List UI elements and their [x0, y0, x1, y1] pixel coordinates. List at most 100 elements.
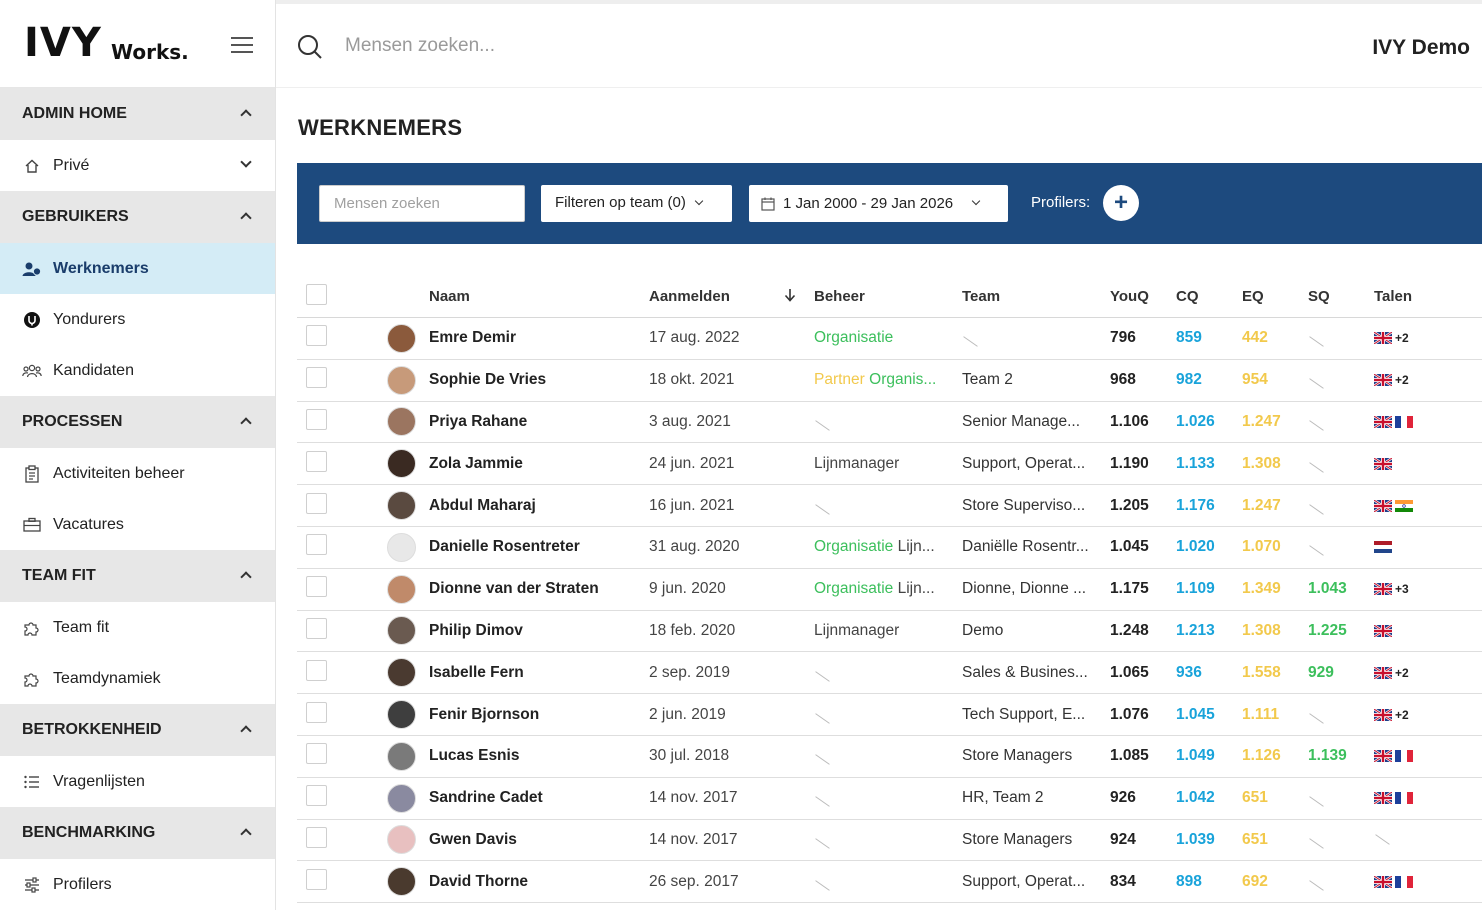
employee-name[interactable]: Fenir Bjornson — [429, 705, 540, 723]
chevron-up-icon[interactable] — [239, 415, 253, 430]
sidebar-item-vragenlijsten[interactable]: Vragenlijsten — [0, 756, 275, 807]
row-checkbox[interactable] — [306, 408, 327, 430]
table-row[interactable]: Gwen Davis 14 nov. 2017 Store Managers 924 1… — [297, 820, 1482, 862]
chevron-up-icon[interactable] — [239, 723, 253, 738]
employee-name[interactable]: Dionne van der Straten — [429, 580, 599, 598]
header-cq[interactable]: CQ — [1176, 288, 1199, 305]
header-talen[interactable]: Talen — [1374, 288, 1413, 305]
avatar[interactable] — [387, 783, 416, 813]
table-row[interactable]: Sophie De Vries 18 okt. 2021 Partner Organ… — [297, 360, 1482, 402]
table-row[interactable]: Philip Dimov 18 feb. 2020 Lijnmanager Demo 1… — [297, 611, 1482, 653]
table-row[interactable]: Abdul Maharaj 16 jun. 2021 Store Superviso… — [297, 485, 1482, 527]
section-processen[interactable]: PROCESSEN — [0, 396, 275, 448]
row-checkbox[interactable] — [306, 743, 327, 765]
avatar[interactable] — [387, 825, 416, 855]
employee-name[interactable]: Emre Demir — [429, 329, 517, 347]
table-row[interactable]: Fenir Bjornson 2 jun. 2019 Tech Support, E… — [297, 694, 1482, 736]
employee-name[interactable]: Lucas Esnis — [429, 747, 520, 765]
avatar[interactable] — [387, 449, 416, 479]
table-row[interactable]: Lucas Esnis 30 jul. 2018 Store Managers 1.0… — [297, 736, 1482, 778]
row-checkbox[interactable] — [306, 826, 327, 848]
table-row[interactable]: Isabelle Fern 2 sep. 2019 Sales & Busines.… — [297, 652, 1482, 695]
sidebar-item-privé[interactable]: Privé — [0, 140, 275, 191]
row-checkbox[interactable] — [306, 701, 327, 723]
chevron-down-icon[interactable] — [239, 156, 253, 173]
employee-name[interactable]: Abdul Maharaj — [429, 496, 536, 514]
sidebar-item-yondurers[interactable]: Yondurers — [0, 294, 275, 345]
add-profiler-button[interactable]: + — [1103, 185, 1139, 221]
header-eq[interactable]: EQ — [1242, 288, 1264, 305]
row-checkbox[interactable] — [306, 492, 327, 514]
sidebar-item-teamdynamiek[interactable]: Teamdynamiek — [0, 653, 275, 704]
employee-name[interactable]: David Thorne — [429, 872, 529, 890]
avatar[interactable] — [387, 658, 416, 688]
employee-name[interactable]: Philip Dimov — [429, 621, 523, 639]
row-checkbox[interactable] — [306, 450, 327, 472]
avatar[interactable] — [387, 407, 416, 437]
sidebar-item-vacatures[interactable]: Vacatures — [0, 499, 275, 550]
menu-icon[interactable] — [231, 37, 253, 53]
header-name[interactable]: Naam — [429, 288, 470, 305]
row-checkbox[interactable] — [306, 367, 327, 389]
employee-name[interactable]: Isabelle Fern — [429, 663, 524, 681]
section-team-fit[interactable]: TEAM FIT — [0, 550, 275, 602]
chevron-up-icon[interactable] — [239, 107, 253, 122]
employee-name[interactable]: Zola Jammie — [429, 454, 523, 472]
avatar[interactable] — [387, 323, 416, 353]
sidebar-item-activiteiten-beheer[interactable]: Activiteiten beheer — [0, 448, 275, 499]
avatar[interactable] — [387, 616, 416, 646]
row-checkbox[interactable] — [306, 576, 327, 598]
employee-name[interactable]: Gwen Davis — [429, 830, 517, 848]
employee-name[interactable]: Danielle Rosentreter — [429, 538, 580, 556]
employee-name[interactable]: Sophie De Vries — [429, 371, 547, 389]
date-range-picker[interactable]: 1 Jan 2000 - 29 Jan 2026 — [749, 185, 1008, 222]
header-signup[interactable]: Aanmelden — [649, 288, 814, 306]
row-checkbox[interactable] — [306, 534, 327, 556]
row-checkbox[interactable] — [306, 617, 327, 639]
sort-desc-icon[interactable] — [784, 288, 796, 306]
header-sq[interactable]: SQ — [1308, 288, 1330, 305]
avatar[interactable] — [387, 491, 416, 521]
table-row[interactable]: Zola Jammie 24 jun. 2021 Lijnmanager Suppor… — [297, 443, 1482, 486]
table-row[interactable]: David Thorne 26 sep. 2017 Support, Operat.… — [297, 861, 1482, 904]
avatar[interactable] — [387, 365, 416, 395]
header-team[interactable]: Team — [962, 288, 1001, 305]
logo[interactable]: IVY — [24, 20, 102, 66]
table-row[interactable]: Priya Rahane 3 aug. 2021 Senior Manage... 1… — [297, 402, 1482, 444]
table-row[interactable]: Sandrine Cadet 14 nov. 2017 HR, Team 2 926 1… — [297, 778, 1482, 820]
people-search-input[interactable]: Mensen zoeken — [319, 185, 525, 222]
avatar[interactable] — [387, 574, 416, 604]
row-checkbox[interactable] — [306, 659, 327, 681]
sidebar-item-profilers[interactable]: Profilers — [0, 859, 275, 910]
avatar[interactable] — [387, 867, 416, 897]
section-admin-home[interactable]: ADMIN HOME — [0, 88, 275, 140]
sidebar-item-werknemers[interactable]: Werknemers — [0, 243, 275, 294]
avatar[interactable] — [387, 700, 416, 730]
header-youq[interactable]: YouQ — [1110, 288, 1149, 305]
section-benchmarking[interactable]: BENCHMARKING — [0, 807, 275, 859]
section-betrokkenheid[interactable]: BETROKKENHEID — [0, 704, 275, 756]
team-filter-dropdown[interactable]: Filteren op team (0) — [541, 185, 732, 222]
account-name[interactable]: IVY Demo — [1372, 36, 1470, 59]
sidebar-item-kandidaten[interactable]: Kandidaten — [0, 345, 275, 396]
row-checkbox[interactable] — [306, 868, 327, 890]
row-checkbox[interactable] — [306, 325, 327, 347]
chevron-up-icon[interactable] — [239, 826, 253, 841]
chevron-up-icon[interactable] — [239, 210, 253, 225]
select-all-checkbox[interactable] — [306, 284, 327, 305]
section-gebruikers[interactable]: GEBRUIKERS — [0, 191, 275, 243]
employee-name[interactable]: Priya Rahane — [429, 412, 528, 430]
sidebar-item-team-fit[interactable]: Team fit — [0, 602, 275, 653]
chevron-up-icon[interactable] — [239, 569, 253, 584]
header-beheer[interactable]: Beheer — [814, 288, 865, 305]
logo-sub[interactable]: Works. — [111, 40, 189, 64]
global-search-input[interactable]: Mensen zoeken... — [345, 35, 495, 56]
table-row[interactable]: Dionne van der Straten 9 jun. 2020 Organis… — [297, 569, 1482, 611]
avatar[interactable] — [387, 741, 416, 771]
avatar[interactable] — [387, 532, 416, 562]
employee-name[interactable]: Sandrine Cadet — [429, 789, 543, 807]
table-row[interactable]: Danielle Rosentreter 31 aug. 2020 Organisa… — [297, 527, 1482, 569]
table-row[interactable]: Emre Demir 17 aug. 2022 Organisatie 796 859 4… — [297, 318, 1482, 360]
search-icon[interactable] — [297, 34, 323, 60]
row-checkbox[interactable] — [306, 785, 327, 807]
